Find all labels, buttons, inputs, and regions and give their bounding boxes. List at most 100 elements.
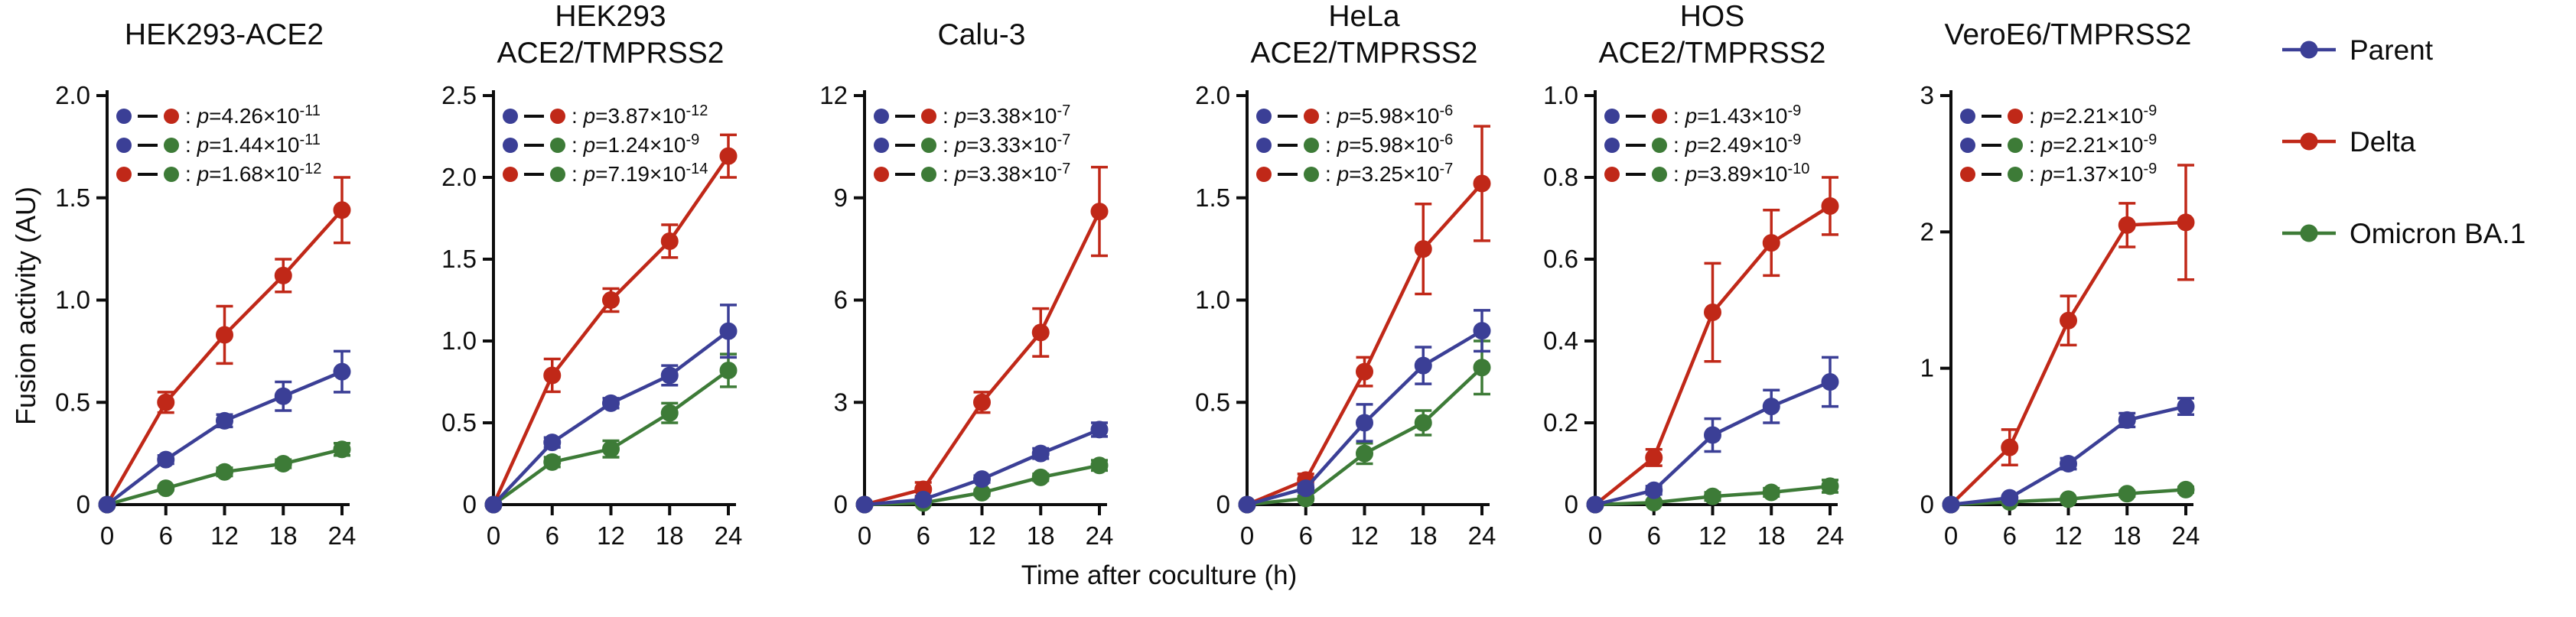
series-parent — [1942, 397, 2195, 514]
data-point-delta — [1762, 234, 1780, 252]
data-point-delta — [719, 147, 738, 165]
data-point-parent — [914, 490, 933, 508]
chart-panel-5: HOS ACE2/TMPRSS2 0 0.2 0.4 0.6 0.8 1.0 0 6 12 18 24:… — [1543, 0, 1845, 550]
x-tick-label: 6 — [545, 521, 559, 550]
series-parent — [1238, 309, 1491, 514]
data-point-omicron — [719, 362, 738, 380]
series-delta — [1586, 176, 1839, 514]
x-tick-label: 6 — [1299, 521, 1313, 550]
series-delta — [98, 176, 351, 514]
p-pair-dot-omicron — [1304, 167, 1319, 182]
y-tick-label: 6 — [834, 286, 848, 314]
data-point-omicron — [1090, 456, 1109, 475]
legend-marker-dot — [2300, 224, 2318, 242]
p-value-text: : p=2.49×10-9 — [1673, 132, 1801, 157]
y-tick-label: 1 — [1920, 354, 1934, 382]
series-line-omicron — [492, 369, 730, 506]
p-pair-dot-omicron — [550, 138, 565, 153]
data-point-parent — [2177, 398, 2195, 416]
x-tick-label: 0 — [487, 521, 500, 550]
legend-item-parent: Parent — [2282, 34, 2434, 66]
series-parent — [98, 349, 351, 514]
p-pair-dot-omicron — [921, 138, 936, 153]
p-pair-dot-delta — [1960, 167, 1975, 182]
y-tick-label: 1.0 — [1543, 81, 1578, 109]
data-point-omicron — [660, 404, 679, 422]
series-line-delta — [864, 210, 1102, 507]
legend-marker-dot — [2300, 41, 2318, 59]
x-tick-label: 24 — [715, 521, 743, 550]
p-value-text: : p=1.24×10-9 — [572, 132, 699, 157]
x-tick-label: 12 — [1350, 521, 1379, 550]
chart-panel-4: HeLa ACE2/TMPRSS2 0 0.5 1.0 1.5 2.0 0 6 12 18 24: p… — [1195, 0, 1496, 550]
y-tick-label: 3 — [834, 388, 848, 416]
p-pair-dot-parent — [116, 109, 132, 124]
p-pair-dot-delta — [1304, 109, 1319, 124]
y-tick-label: 2.0 — [441, 163, 477, 191]
y-tick-label: 0 — [1920, 490, 1934, 518]
p-value-text: : p=3.38×10-7 — [943, 102, 1070, 128]
y-tick-label: 0.5 — [55, 388, 90, 416]
data-point-parent — [660, 366, 679, 385]
p-pair-dot-delta — [164, 109, 179, 124]
x-tick-label: 24 — [1816, 521, 1845, 550]
data-point-parent — [484, 495, 503, 514]
p-value-text: : p=3.25×10-7 — [1325, 161, 1453, 186]
data-point-parent — [1645, 481, 1663, 499]
data-point-omicron — [274, 455, 292, 472]
x-tick-label: 12 — [597, 521, 625, 550]
p-pair-dot-delta — [550, 109, 565, 124]
panel-title: Calu-3 — [938, 18, 1026, 51]
p-value-text: : p=2.21×10-9 — [2029, 132, 2157, 157]
p-pair-dot-delta — [921, 109, 936, 124]
y-tick-label: 0 — [77, 490, 90, 518]
legend-label: Omicron BA.1 — [2350, 218, 2526, 249]
x-tick-label: 24 — [2172, 521, 2200, 550]
data-point-delta — [2060, 311, 2077, 330]
data-point-delta — [1473, 174, 1491, 193]
data-point-delta — [660, 232, 679, 250]
data-point-parent — [1821, 373, 1839, 391]
p-pair-dot-delta — [2008, 109, 2023, 124]
panel-title: HeLa — [1328, 0, 1400, 33]
data-point-omicron — [157, 479, 175, 498]
data-point-omicron — [1031, 468, 1050, 486]
data-point-omicron — [333, 440, 351, 459]
series-delta — [855, 165, 1109, 514]
data-point-delta — [602, 291, 620, 309]
data-point-parent — [98, 495, 116, 514]
x-tick-label: 0 — [1588, 521, 1602, 550]
legend-label: Delta — [2350, 126, 2416, 157]
legend-item-omicron: Omicron BA.1 — [2282, 218, 2526, 249]
data-point-omicron — [2060, 490, 2077, 508]
data-point-omicron — [602, 440, 620, 458]
p-value-text: : p=1.43×10-9 — [1673, 102, 1801, 128]
y-tick-label: 0.4 — [1543, 326, 1578, 355]
series-omicron — [484, 352, 738, 514]
legend-item-delta: Delta — [2282, 126, 2416, 157]
panel-title: ACE2/TMPRSS2 — [1251, 37, 1478, 70]
p-pair-dot-parent — [1256, 109, 1272, 124]
x-tick-label: 18 — [656, 521, 684, 550]
series-line-parent — [106, 370, 343, 506]
p-pair-dot-omicron — [550, 167, 565, 182]
p-pair-dot-omicron — [164, 138, 179, 153]
x-tick-label: 12 — [968, 521, 996, 550]
data-point-delta — [2177, 213, 2195, 232]
p-pair-dot-delta — [1256, 167, 1272, 182]
y-tick-label: 3 — [1920, 81, 1934, 109]
y-axis-title: Fusion activity (AU) — [10, 187, 41, 425]
data-point-omicron — [1414, 414, 1432, 432]
data-point-delta — [333, 201, 351, 219]
data-point-omicron — [2177, 480, 2195, 498]
data-point-delta — [157, 393, 175, 411]
p-pair-dot-parent — [503, 109, 518, 124]
y-tick-label: 1.5 — [441, 245, 477, 273]
data-point-parent — [719, 322, 738, 340]
p-pair-dot-parent — [1960, 138, 1975, 153]
chart-panel-2: HEK293 ACE2/TMPRSS2 0 0.5 1.0 1.5 2.0 2.5 0 6 12 18… — [441, 0, 743, 550]
y-tick-label: 0.8 — [1543, 163, 1578, 191]
data-point-delta — [1704, 304, 1721, 322]
x-tick-label: 0 — [1944, 521, 1958, 550]
